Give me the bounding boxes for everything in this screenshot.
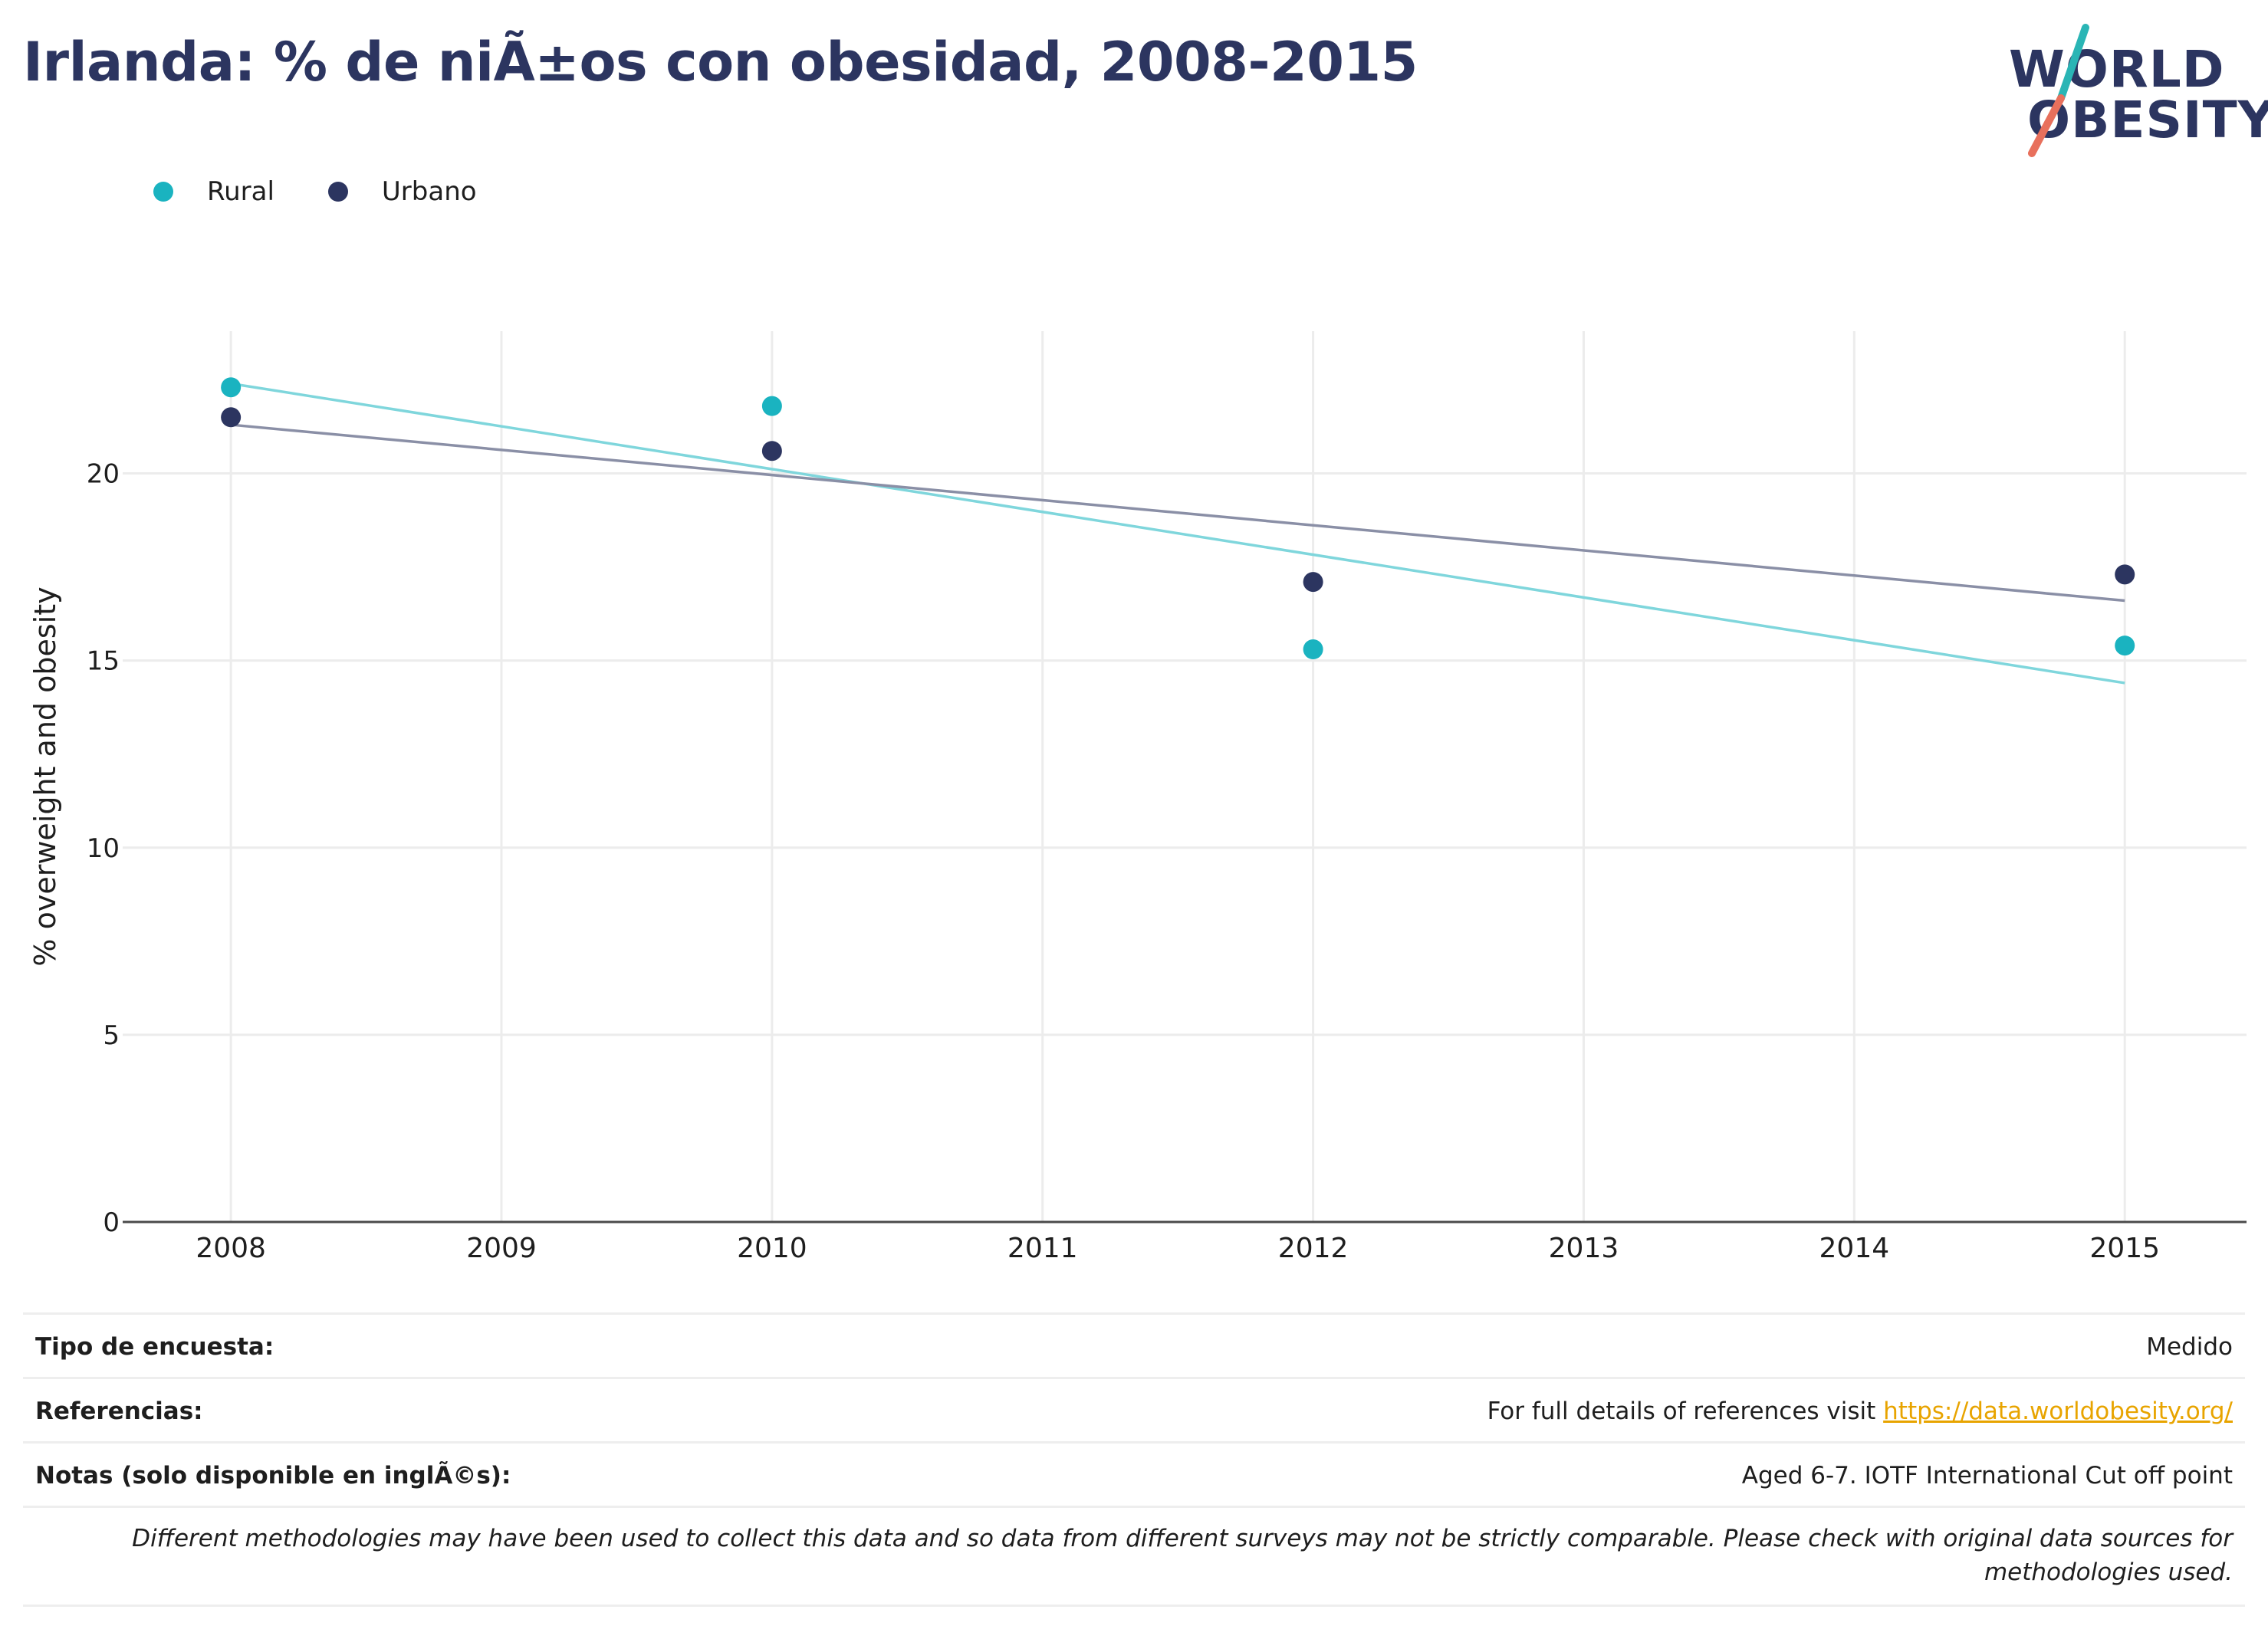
legend-item-urban[interactable]: Urbano bbox=[327, 176, 477, 207]
y-tick-label-15: 15 bbox=[87, 646, 120, 677]
legend: Rural Urbano bbox=[153, 172, 531, 212]
x-tick-label-2011: 2011 bbox=[1007, 1233, 1078, 1264]
x-tick-label-2009: 2009 bbox=[466, 1233, 537, 1264]
data-point-rural-2015 bbox=[2115, 636, 2135, 656]
chart-title: Irlanda: % de niÃ±os con obesidad, 2008-… bbox=[23, 31, 1418, 94]
trendline-rural bbox=[230, 382, 2125, 685]
data-point-urban-2015 bbox=[2115, 564, 2135, 585]
references-text: For full details of references visit bbox=[1487, 1398, 1884, 1425]
references-link[interactable]: https://data.worldobesity.org/ bbox=[1883, 1398, 2233, 1425]
meta-row-references: Referencias: For full details of referen… bbox=[23, 1377, 2245, 1442]
x-tick-label-2008: 2008 bbox=[196, 1233, 266, 1264]
meta-row-notes: Notas (solo disponible en inglÃ©s): Aged… bbox=[23, 1441, 2245, 1506]
x-tick-label-2012: 2012 bbox=[1278, 1233, 1349, 1264]
x-tick-label-2014: 2014 bbox=[1819, 1233, 1890, 1264]
data-point-urban-2010 bbox=[761, 441, 782, 461]
legend-marker-rural bbox=[153, 182, 173, 202]
data-point-urban-2012 bbox=[1303, 572, 1323, 593]
meta-row-disclaimer: Different methodologies may have been us… bbox=[23, 1506, 2245, 1607]
y-tick-label-20: 20 bbox=[87, 459, 120, 490]
x-tick-label-2015: 2015 bbox=[2089, 1233, 2160, 1264]
references-value: For full details of references visit htt… bbox=[1487, 1398, 2233, 1425]
y-tick-label-0: 0 bbox=[103, 1207, 120, 1238]
disclaimer-line-2: methodologies used. bbox=[1984, 1559, 2233, 1586]
logo-slash-icon bbox=[2028, 24, 2089, 157]
legend-marker-urban bbox=[327, 182, 348, 202]
y-tick-label-5: 5 bbox=[103, 1020, 120, 1051]
x-tick-label-2010: 2010 bbox=[737, 1233, 807, 1264]
trendline-urban bbox=[230, 423, 2125, 603]
disclaimer-line-1: Different methodologies may have been us… bbox=[132, 1525, 2233, 1552]
legend-label-urban: Urbano bbox=[381, 176, 477, 207]
logo-word-obesity: OBESITY bbox=[2027, 90, 2268, 149]
references-label: Referencias: bbox=[35, 1398, 203, 1425]
meta-row-survey-type: Tipo de encuesta: Medido bbox=[23, 1312, 2245, 1378]
data-point-rural-2008 bbox=[221, 377, 242, 398]
chart-plot: 2008 2009 2010 2011 2012 2013 2014 2015 0 5 10 15 20… bbox=[28, 331, 2247, 1264]
notes-value: Aged 6-7. IOTF International Cut off poi… bbox=[1741, 1462, 2233, 1490]
legend-item-rural[interactable]: Rural bbox=[153, 176, 274, 207]
y-axis-label: % overweight and obesity bbox=[28, 586, 62, 966]
data-point-rural-2010 bbox=[761, 396, 782, 416]
notes-label: Notas (solo disponible en inglÃ©s): bbox=[35, 1462, 511, 1490]
survey-type-value: Medido bbox=[2146, 1333, 2233, 1361]
logo-word-world: WORLD bbox=[2009, 40, 2225, 99]
x-tick-label-2013: 2013 bbox=[1549, 1233, 1619, 1264]
survey-type-label: Tipo de encuesta: bbox=[35, 1333, 274, 1361]
data-point-rural-2012 bbox=[1303, 639, 1323, 659]
data-point-urban-2008 bbox=[221, 407, 242, 428]
methodology-disclaimer: Different methodologies may have been us… bbox=[40, 1522, 2233, 1589]
y-tick-label-10: 10 bbox=[87, 833, 120, 864]
world-obesity-logo[interactable]: WORLD OBESITY bbox=[1994, 21, 2268, 159]
legend-label-rural: Rural bbox=[207, 176, 274, 207]
